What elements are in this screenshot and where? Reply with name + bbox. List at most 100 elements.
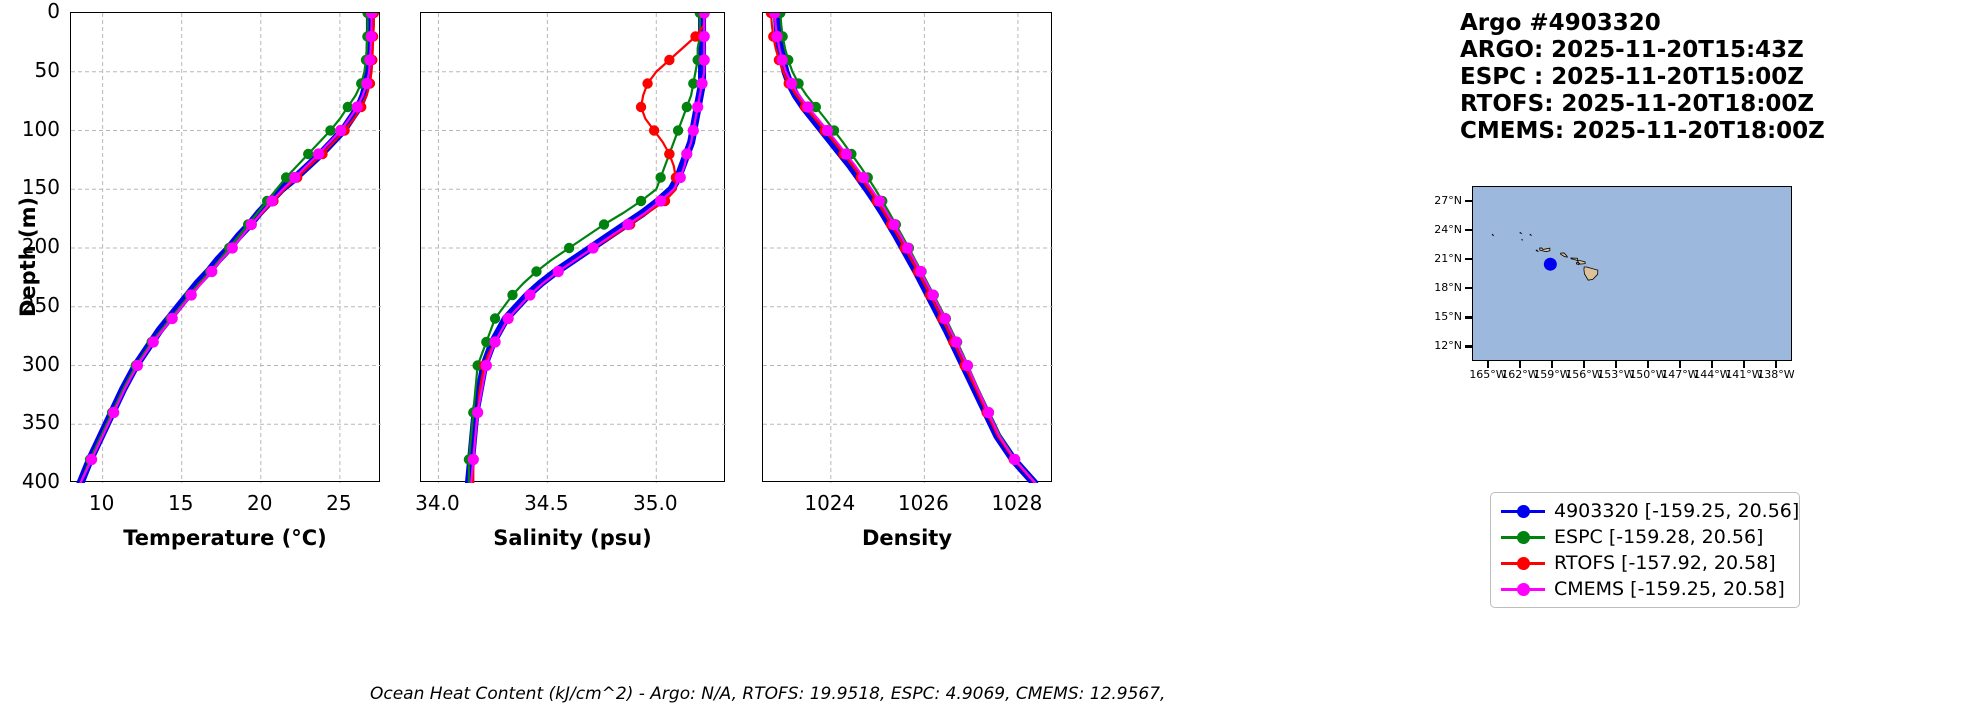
series-marker	[226, 242, 238, 254]
legend-marker-rtofs	[1501, 554, 1545, 572]
island-shape	[1576, 262, 1580, 266]
island-shape	[1519, 231, 1523, 235]
series-marker	[664, 54, 675, 66]
series-marker	[888, 218, 900, 231]
legend-dot	[1517, 557, 1530, 570]
x-tick-label: 1024	[804, 491, 856, 515]
plot-canvas	[763, 13, 1053, 483]
series-marker	[648, 125, 660, 136]
series-marker	[681, 148, 693, 160]
series-marker	[950, 336, 962, 348]
island-shape	[1539, 247, 1551, 252]
island-shape	[1521, 238, 1523, 241]
map-lat-label: 12°N	[1434, 339, 1462, 353]
legend-item[interactable]: 4903320 [-159.25, 20.56]	[1491, 498, 1799, 524]
legend-label: CMEMS [-159.25, 20.58]	[1554, 578, 1785, 600]
island-shape	[1560, 252, 1569, 258]
ocean-heat-content-caption: Ocean Heat Content (kJ/cm^2) - Argo: N/A…	[370, 684, 1166, 704]
map-lat-label: 21°N	[1434, 251, 1462, 265]
map-lon-tick	[1615, 361, 1618, 368]
series-marker	[681, 101, 692, 113]
series-marker	[698, 13, 710, 19]
x-tick-label: 35.0	[633, 491, 678, 515]
map-lat-label: 15°N	[1434, 310, 1462, 324]
series-marker	[674, 171, 686, 184]
series-marker	[857, 171, 870, 184]
y-tick-label: 200	[21, 234, 60, 258]
series-marker	[696, 77, 708, 90]
y-tick-label: 350	[21, 410, 60, 435]
legend-marker-argo	[1501, 502, 1545, 520]
series-legend: 4903320 [-159.25, 20.56] ESPC [-159.28, 2…	[1490, 492, 1800, 608]
series-marker	[467, 453, 479, 466]
series-marker	[531, 266, 542, 277]
series-marker	[185, 289, 197, 301]
axis-label-salinity: Salinity (psu)	[493, 526, 652, 550]
map-lon-label: 141°W	[1725, 368, 1763, 381]
series-marker	[776, 54, 788, 66]
location-map: 27°N 24°N 21°N 18°N 15°N 12°N 165°W 162°W 159°W 1…	[1400, 180, 1820, 410]
map-lon-label: 153°W	[1597, 368, 1635, 381]
series-marker	[687, 124, 699, 137]
series-marker	[769, 13, 781, 19]
island-shape	[1535, 249, 1540, 253]
map-lon-tick	[1519, 361, 1522, 368]
series-marker	[873, 195, 886, 207]
legend-item[interactable]: CMEMS [-159.25, 20.58]	[1491, 576, 1799, 602]
series-marker	[280, 172, 292, 183]
series-marker	[364, 54, 376, 66]
map-lon-tick	[1551, 361, 1554, 368]
plot-canvas	[421, 13, 726, 483]
series-marker	[635, 195, 647, 207]
legend-item[interactable]: ESPC [-159.28, 20.56]	[1491, 524, 1799, 550]
series-marker	[245, 218, 257, 231]
map-lon-tick	[1679, 361, 1682, 368]
map-lon-tick	[1775, 361, 1778, 368]
series-marker	[365, 30, 377, 43]
legend-item[interactable]: RTOFS [-157.92, 20.58]	[1491, 550, 1799, 576]
series-marker	[312, 148, 325, 160]
series-marker	[672, 125, 684, 136]
series-marker	[481, 336, 492, 348]
legend-marker-espc	[1501, 528, 1545, 546]
series-marker	[698, 30, 710, 43]
x-tick-label: 25	[326, 491, 352, 515]
x-tick-label: 15	[167, 491, 194, 515]
series-marker	[1009, 453, 1021, 466]
map-lon-label: 138°W	[1757, 368, 1795, 381]
series-marker	[342, 101, 353, 113]
axis-label-temperature: Temperature (°C)	[123, 526, 327, 550]
x-tick-label: 10	[88, 491, 115, 515]
series-marker	[489, 313, 501, 324]
island-shape	[1583, 266, 1599, 281]
map-lon-tick	[1647, 361, 1650, 368]
info-line: RTOFS: 2025-11-20T18:00Z	[1460, 91, 1815, 117]
series-marker	[982, 406, 995, 419]
map-lat-label: 24°N	[1434, 222, 1462, 236]
series-marker	[502, 312, 514, 325]
argo-info-block: Argo #4903320 ARGO: 2025-11-20T15:43Z ESPC…	[1460, 10, 1825, 145]
map-lat-tick	[1465, 287, 1472, 290]
map-lat-tick	[1465, 316, 1472, 319]
x-tick-label: 20	[247, 491, 273, 515]
legend-label: RTOFS [-157.92, 20.58]	[1554, 552, 1776, 574]
plot-frame	[762, 12, 1053, 483]
map-lat-tick	[1465, 199, 1472, 202]
series-marker	[692, 101, 704, 113]
axis-label-density: Density	[861, 526, 953, 550]
series-marker	[524, 289, 536, 301]
series-marker	[821, 124, 834, 137]
series-marker	[688, 78, 699, 89]
series-marker	[552, 265, 564, 278]
info-line: ARGO: 2025-11-20T15:43Z	[1460, 37, 1804, 63]
legend-dot	[1517, 583, 1530, 596]
y-tick-label: 300	[21, 351, 60, 376]
legend-dot	[1517, 505, 1530, 518]
legend-marker-cmems	[1501, 580, 1545, 598]
series-marker	[85, 453, 98, 466]
series-marker	[325, 125, 336, 136]
x-tick-label: 1026	[897, 491, 949, 515]
plot-frame	[70, 12, 381, 483]
x-tick-label: 1028	[991, 491, 1043, 515]
series-marker	[206, 265, 218, 278]
